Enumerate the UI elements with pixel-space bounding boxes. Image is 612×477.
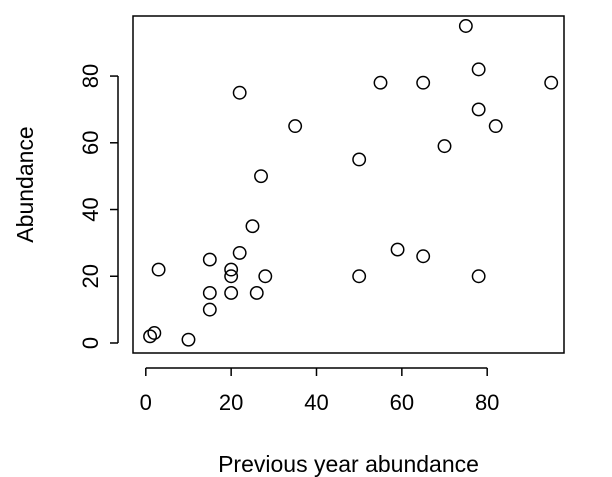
- data-point: [202, 252, 217, 267]
- data-point: [232, 245, 247, 260]
- data-point: [458, 19, 473, 33]
- data-point: [254, 169, 268, 184]
- data-point: [416, 249, 431, 264]
- data-point: [544, 75, 559, 90]
- data-point: [373, 75, 388, 90]
- data-point: [202, 302, 217, 317]
- data-point: [224, 262, 239, 277]
- data-point: [352, 269, 367, 284]
- y-tick-label: 80: [78, 64, 103, 88]
- data-point: [224, 269, 239, 284]
- data-point: [471, 62, 486, 77]
- y-tick-label: 40: [78, 197, 103, 221]
- x-axis: 0 20 40 60 80: [140, 367, 499, 415]
- data-point: [202, 285, 217, 300]
- x-tick-label: 60: [390, 390, 414, 415]
- x-tick-label: 80: [475, 390, 499, 415]
- data-point: [245, 219, 260, 234]
- data-point: [151, 262, 166, 277]
- x-tick-label: 0: [140, 390, 152, 415]
- x-tick-label: 40: [304, 390, 328, 415]
- y-axis-title: Abundance: [12, 126, 38, 242]
- data-point: [249, 285, 264, 300]
- data-point: [437, 139, 452, 154]
- y-axis: 0 20 40 60 80: [78, 64, 119, 349]
- data-point: [232, 85, 247, 100]
- plot-frame: [132, 15, 565, 354]
- data-point: [471, 269, 486, 284]
- y-tick-label: 60: [78, 131, 103, 155]
- data-point: [224, 285, 239, 300]
- data-points: [143, 19, 559, 347]
- x-tick-label: 20: [219, 390, 243, 415]
- y-tick-label: 0: [78, 337, 103, 349]
- y-tick-label: 20: [78, 264, 103, 288]
- data-point: [390, 242, 405, 257]
- data-point: [352, 152, 367, 167]
- data-point: [143, 329, 158, 344]
- data-point: [147, 326, 162, 340]
- data-point: [471, 102, 486, 117]
- data-point: [416, 75, 431, 90]
- data-point: [488, 119, 503, 134]
- data-point: [288, 119, 303, 134]
- data-point: [258, 269, 273, 284]
- x-axis-title: Previous year abundance: [218, 451, 479, 477]
- data-point: [181, 332, 196, 347]
